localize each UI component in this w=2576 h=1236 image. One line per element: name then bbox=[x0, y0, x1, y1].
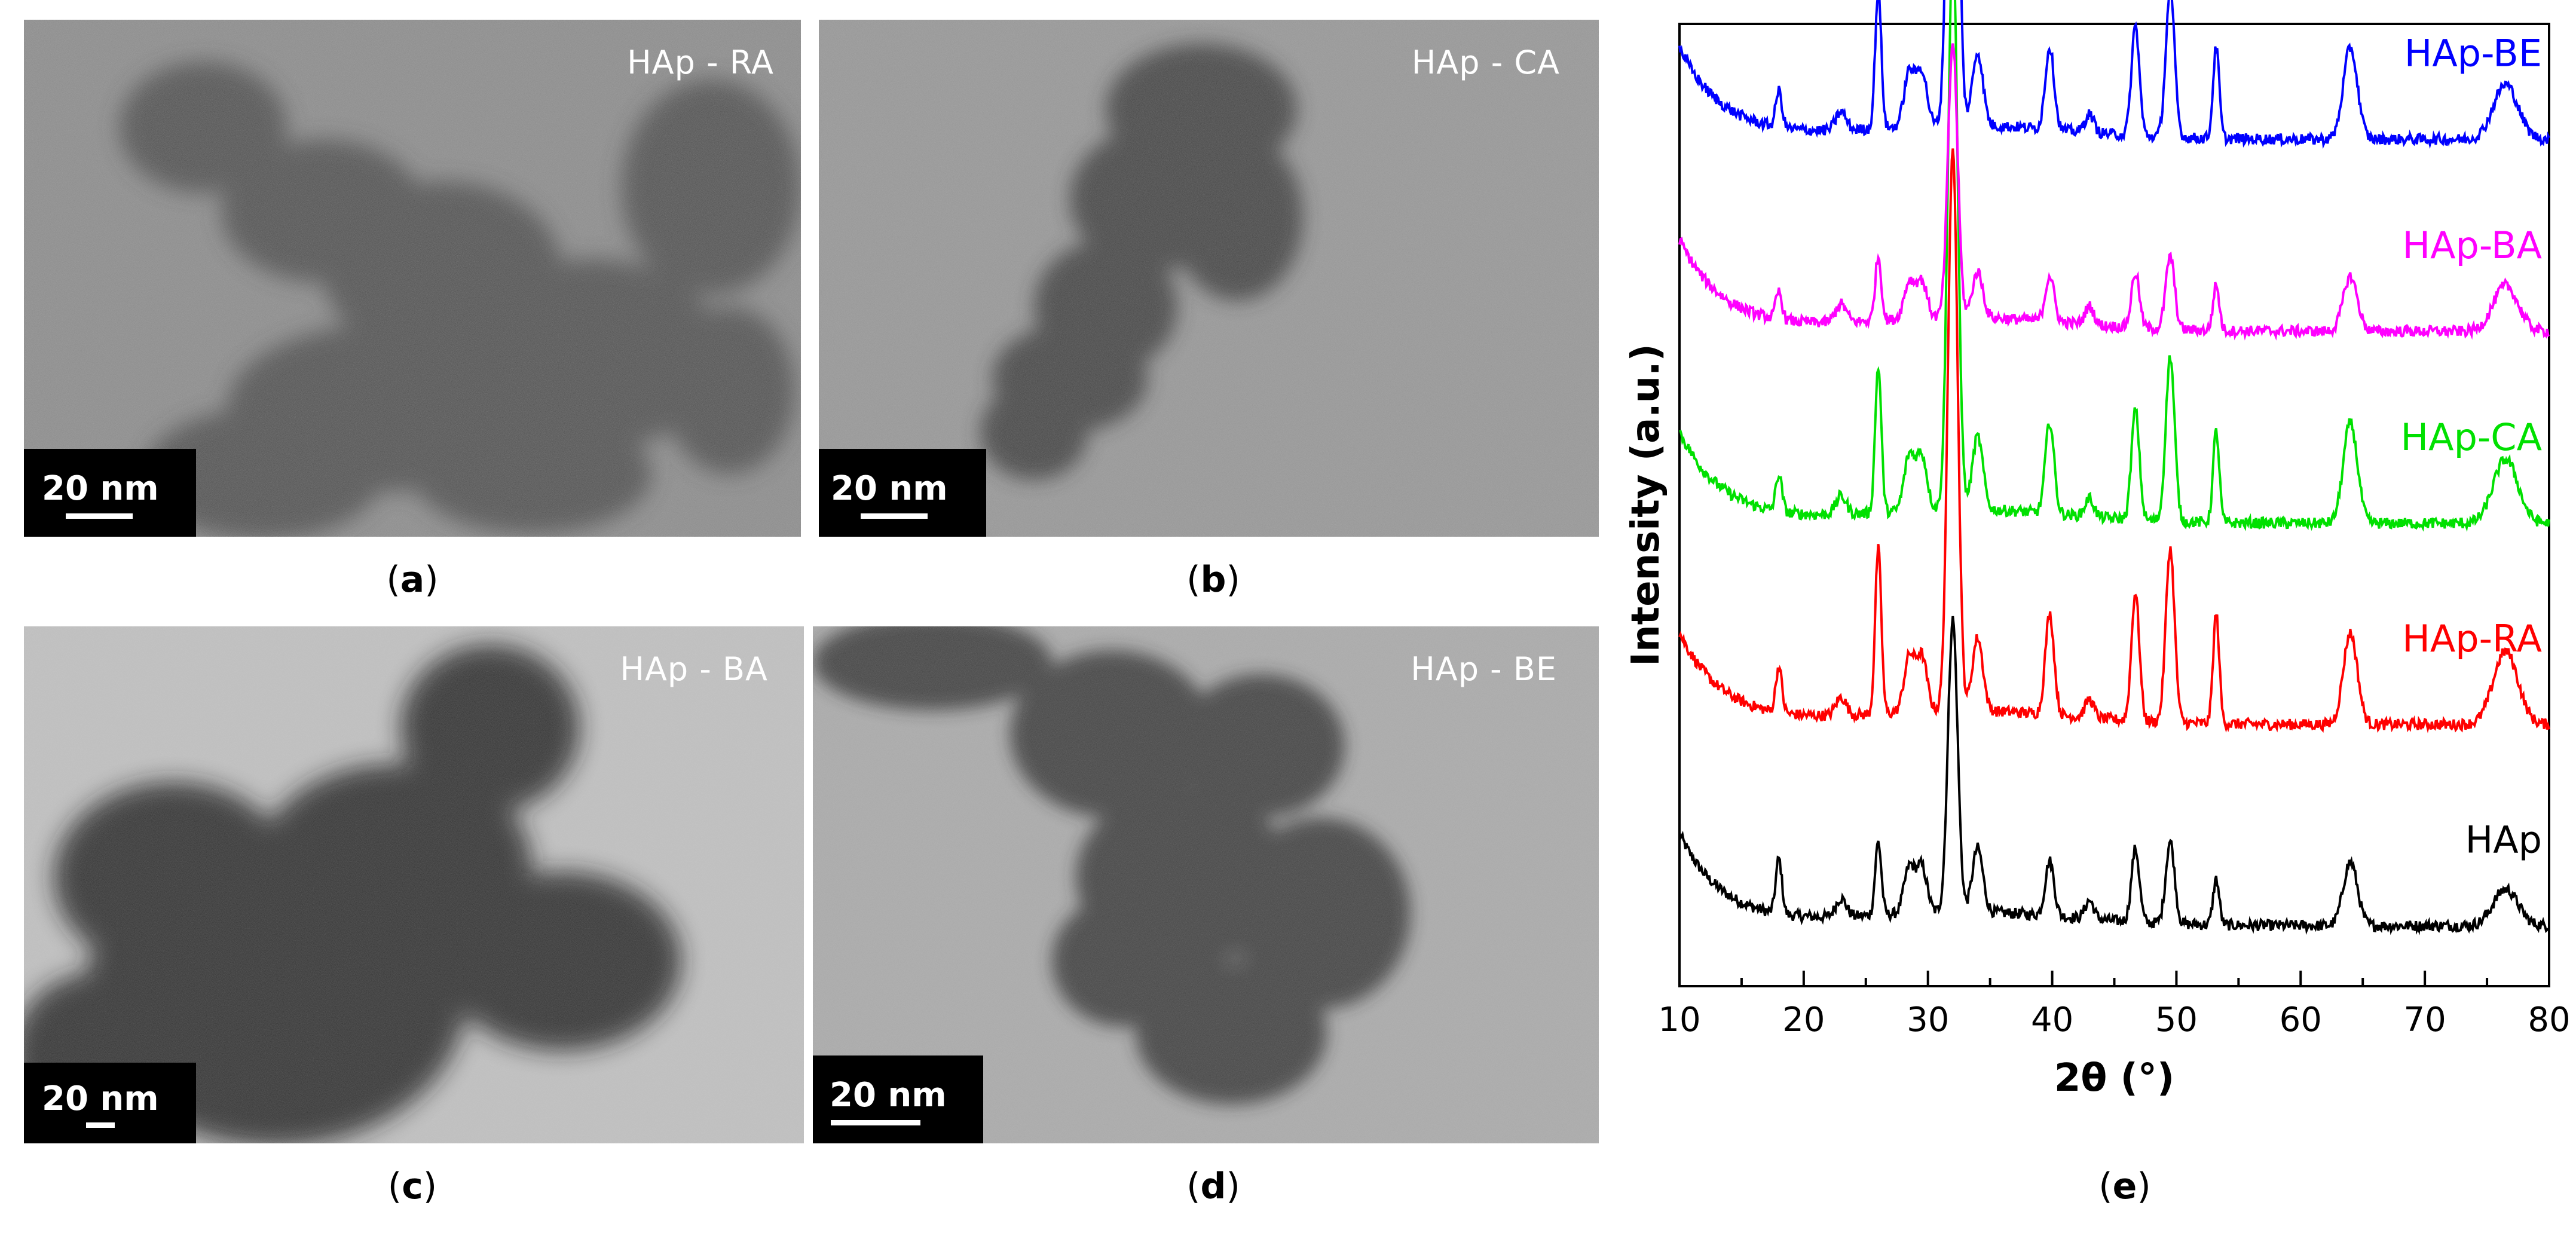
scale-bar-label: 20 nm bbox=[830, 1076, 947, 1115]
series-line bbox=[1678, 616, 2550, 935]
series-line bbox=[1679, 0, 2550, 532]
series-line bbox=[1678, 43, 2550, 341]
panel-caption-b: (b) bbox=[1186, 559, 1240, 601]
xrd-traces bbox=[1678, 0, 2550, 935]
x-tick-label: 20 bbox=[1782, 1001, 1825, 1039]
series-line bbox=[1678, 0, 2550, 149]
scale-bar-label: 20 nm bbox=[42, 1079, 159, 1118]
tem-image-panel-c: HAp - BA 20 nm bbox=[24, 626, 804, 1143]
scale-bar: 20 nm bbox=[819, 449, 986, 537]
x-tick-label: 30 bbox=[1907, 1001, 1949, 1039]
scale-bar: 20 nm bbox=[24, 1063, 196, 1143]
sample-label: HAp - RA bbox=[627, 44, 774, 81]
plot-frame bbox=[1678, 23, 2550, 987]
sample-label: HAp - BA bbox=[620, 650, 768, 688]
scale-bar: 20 nm bbox=[24, 449, 196, 537]
x-axis-ticks: 10 20 30 40 50 60 70 80 bbox=[1658, 971, 2571, 1039]
scale-bar-line bbox=[66, 513, 133, 519]
series-label: HAp bbox=[2465, 818, 2542, 861]
x-tick-label: 60 bbox=[2280, 1001, 2322, 1039]
xrd-chart: HAp HAp-RA HAp-CA HAp-BA HAp-BE 10 20 30 40 50 60… bbox=[1624, 0, 2571, 1100]
scale-bar-label: 20 nm bbox=[831, 469, 948, 508]
tem-micrograph-a bbox=[24, 20, 801, 537]
series-label: HAp-BE bbox=[2404, 32, 2542, 75]
x-axis-title: 2θ (°) bbox=[2054, 1056, 2174, 1100]
series-label: HAp-CA bbox=[2401, 415, 2542, 459]
x-tick-label: 70 bbox=[2404, 1001, 2446, 1039]
scale-bar-label: 20 nm bbox=[42, 469, 159, 508]
series-label: HAp-RA bbox=[2402, 617, 2542, 660]
scale-bar-line bbox=[86, 1122, 115, 1128]
sample-label: HAp - CA bbox=[1411, 44, 1560, 81]
x-tick-label: 40 bbox=[2031, 1001, 2073, 1039]
tem-image-panel-b: HAp - CA 20 nm bbox=[819, 20, 1599, 537]
tem-image-panel-d: HAp - BE 20 nm bbox=[813, 626, 1599, 1143]
x-tick-label: 80 bbox=[2528, 1001, 2570, 1039]
series-line bbox=[1678, 148, 2550, 733]
sample-label: HAp - BE bbox=[1411, 650, 1557, 688]
panel-caption-a: (a) bbox=[386, 559, 439, 601]
scale-bar-line bbox=[831, 1120, 920, 1125]
tem-image-panel-a: HAp - RA 20 nm bbox=[24, 20, 801, 537]
x-tick-label: 10 bbox=[1658, 1001, 1700, 1039]
series-label: HAp-BA bbox=[2403, 224, 2543, 267]
panel-caption-e: (e) bbox=[2098, 1165, 2151, 1207]
x-tick-label: 50 bbox=[2155, 1001, 2198, 1039]
y-axis-title: Intensity (a.u.) bbox=[1624, 344, 1668, 666]
scale-bar: 20 nm bbox=[813, 1056, 983, 1143]
panel-caption-d: (d) bbox=[1186, 1165, 1240, 1207]
series-labels: HAp HAp-RA HAp-CA HAp-BA HAp-BE bbox=[2401, 32, 2542, 862]
scale-bar-line bbox=[861, 513, 928, 519]
panel-caption-c: (c) bbox=[387, 1165, 438, 1207]
